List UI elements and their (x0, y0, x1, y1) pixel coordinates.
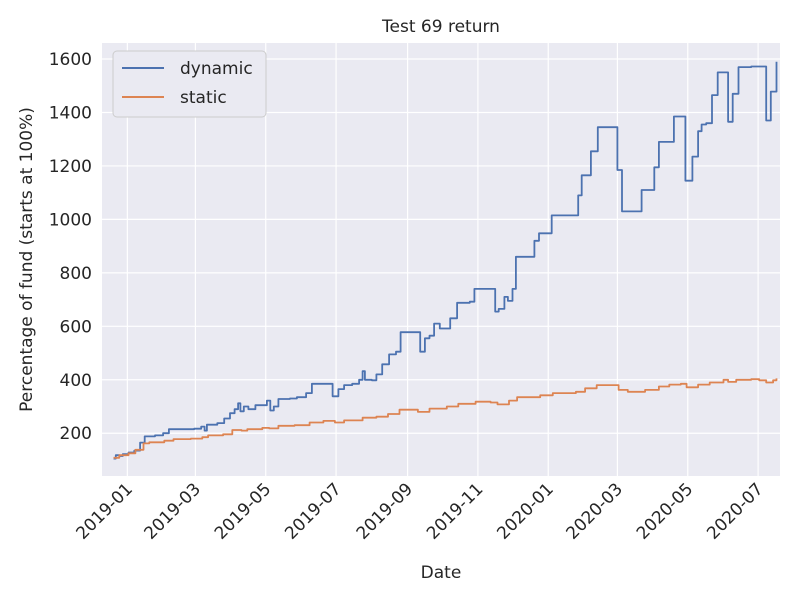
y-tick-label: 200 (60, 424, 92, 444)
x-axis-ticks: 2019-01 2019-03 2019-05 2019-07 2019-09 2019-… (73, 479, 768, 543)
x-tick-label: 2019-11 (423, 479, 487, 543)
x-tick-label: 2020-05 (633, 479, 697, 543)
x-tick-label: 2019-05 (211, 479, 275, 543)
x-tick-label: 2019-01 (73, 479, 137, 543)
x-tick-label: 2020-03 (563, 479, 627, 543)
legend-label-dynamic: dynamic (180, 59, 253, 79)
y-tick-label: 1200 (49, 157, 92, 177)
y-tick-label: 400 (60, 371, 92, 391)
y-tick-label: 800 (60, 264, 92, 284)
y-axis-label: Percentage of fund (starts at 100%) (17, 107, 37, 412)
x-tick-label: 2019-09 (353, 479, 417, 543)
x-tick-label: 2020-01 (493, 479, 557, 543)
x-axis-label: Date (421, 563, 462, 583)
chart-title: Test 69 return (381, 17, 500, 37)
y-tick-label: 1600 (49, 50, 92, 70)
x-tick-label: 2019-07 (281, 479, 345, 543)
y-axis-ticks: 200 400 600 800 1000 1200 1400 1600 (49, 50, 92, 444)
legend: dynamic static (112, 50, 267, 118)
y-tick-label: 600 (60, 317, 92, 337)
x-tick-label: 2020-07 (703, 479, 767, 543)
series-layer (113, 61, 778, 460)
y-tick-label: 1000 (49, 210, 92, 230)
y-tick-label: 1400 (49, 103, 92, 123)
series-line-dynamic (113, 61, 778, 460)
x-tick-label: 2019-03 (141, 479, 205, 543)
legend-label-static: static (180, 88, 227, 108)
series-line-static (113, 378, 778, 459)
